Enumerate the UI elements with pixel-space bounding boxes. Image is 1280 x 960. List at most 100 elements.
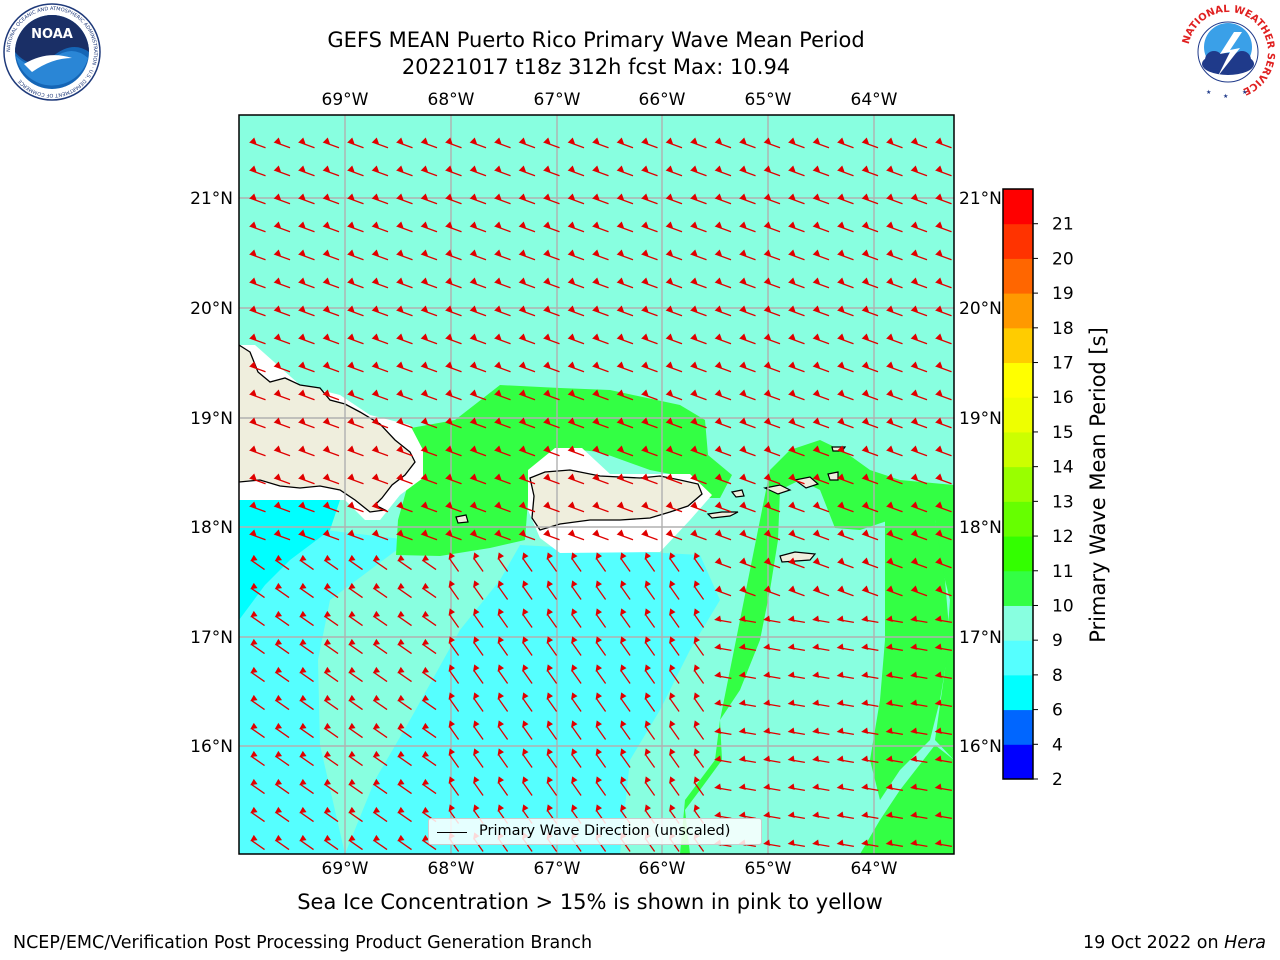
wave-arrow — [592, 221, 609, 233]
wave-arrow — [812, 557, 830, 569]
sea-ice-caption: Sea Ice Concentration > 15% is shown in … — [0, 890, 1280, 914]
wave-arrow — [249, 137, 266, 149]
wave-arrow — [812, 811, 830, 820]
wave-arrow — [571, 720, 582, 740]
wave-arrow — [910, 643, 928, 652]
wave-arrow — [693, 636, 705, 656]
wave-arrow — [322, 529, 340, 541]
wave-arrow — [763, 671, 781, 680]
wave-arrow — [961, 785, 977, 791]
wave-arrow — [396, 221, 413, 233]
wave-arrow — [518, 529, 536, 541]
wave-arrow — [497, 580, 509, 600]
wave-arrow — [763, 137, 781, 149]
wave-arrow — [398, 864, 411, 878]
wave-arrow — [592, 389, 609, 401]
wave-arrow — [497, 636, 509, 656]
wave-arrow — [641, 361, 658, 373]
wave-arrow — [787, 755, 805, 764]
wave-arrow — [273, 333, 291, 345]
wave-arrow — [935, 557, 952, 569]
wave-arrow — [714, 755, 732, 764]
wave-arrow — [910, 361, 928, 373]
wave-arrow — [469, 445, 487, 457]
wave-arrow — [298, 333, 315, 345]
wave-arrow — [763, 277, 781, 289]
wave-arrow — [543, 417, 560, 429]
wave-arrow — [836, 783, 854, 792]
wave-arrow — [788, 333, 805, 345]
land-mona — [455, 514, 469, 524]
wave-arrow — [298, 445, 315, 457]
wave-arrow — [249, 361, 266, 373]
wave-arrow — [620, 692, 631, 712]
wave-arrow — [885, 755, 903, 764]
map-field — [239, 115, 977, 878]
wave-arrow — [739, 277, 756, 289]
wave-arrow — [616, 529, 634, 541]
lat-label: 16°N — [959, 737, 1002, 757]
wave-arrow — [371, 529, 389, 541]
wave-arrow — [522, 580, 533, 600]
wave-arrow — [250, 834, 265, 851]
wave-arrow — [469, 193, 487, 205]
wave-arrow — [397, 834, 412, 851]
wave-arrow — [372, 778, 388, 795]
wave-arrow — [885, 615, 903, 624]
wave-arrow — [714, 643, 732, 652]
wave-arrow — [861, 643, 879, 652]
wave-arrow — [372, 834, 388, 851]
wave-arrow — [250, 582, 265, 599]
wave-arrow — [644, 580, 656, 600]
wave-arrow — [448, 552, 460, 572]
wave-arrow — [714, 783, 732, 792]
wave-arrow — [812, 699, 830, 708]
wave-arrow — [812, 221, 830, 233]
wave-arrow — [250, 778, 265, 795]
wave-arrow — [763, 811, 781, 820]
wave-arrow — [592, 417, 609, 429]
wave-arrow — [788, 529, 805, 541]
wave-arrow — [420, 417, 438, 429]
wave-arrow — [249, 473, 266, 485]
wave-arrow — [396, 473, 413, 485]
wave-arrow — [543, 529, 560, 541]
wave-arrow — [348, 638, 363, 655]
wave-arrow — [961, 335, 976, 344]
lon-label: 66°W — [639, 90, 686, 110]
wave-arrow — [788, 417, 805, 429]
wave-arrow — [371, 389, 389, 401]
wave-arrow — [763, 615, 781, 624]
wave-arrow — [448, 720, 460, 740]
wave-arrow — [396, 165, 413, 177]
wave-arrow — [322, 361, 340, 373]
wave-arrow — [473, 720, 484, 740]
wave-arrow — [518, 221, 536, 233]
wave-arrow — [934, 643, 952, 652]
wave-arrow — [665, 277, 683, 289]
colorbar-label: Primary Wave Mean Period [s] — [1086, 327, 1110, 643]
wave-arrow — [592, 277, 609, 289]
wave-arrow — [421, 834, 437, 851]
wave-arrow — [910, 473, 928, 485]
wave-arrow — [641, 417, 658, 429]
wave-arrow — [763, 557, 781, 569]
wave-arrow — [812, 585, 830, 597]
wave-arrow — [714, 389, 732, 401]
wave-arrow — [885, 783, 903, 792]
wave-arrow — [616, 473, 634, 485]
wave-arrow — [249, 389, 266, 401]
wave-arrow — [910, 165, 928, 177]
wave-arrow — [935, 249, 952, 261]
wave-arrow — [961, 813, 977, 819]
wave-arrow — [543, 277, 560, 289]
colorbar-tick-label: 14 — [1052, 458, 1074, 478]
wave-arrow — [274, 554, 290, 571]
wave-arrow — [738, 671, 756, 680]
lon-label: 65°W — [745, 90, 792, 110]
wave-arrow — [592, 305, 609, 317]
lon-label: 67°W — [534, 90, 581, 110]
wave-arrow — [567, 473, 585, 485]
wave-arrow — [298, 165, 315, 177]
colorbar-segment — [1003, 570, 1033, 606]
